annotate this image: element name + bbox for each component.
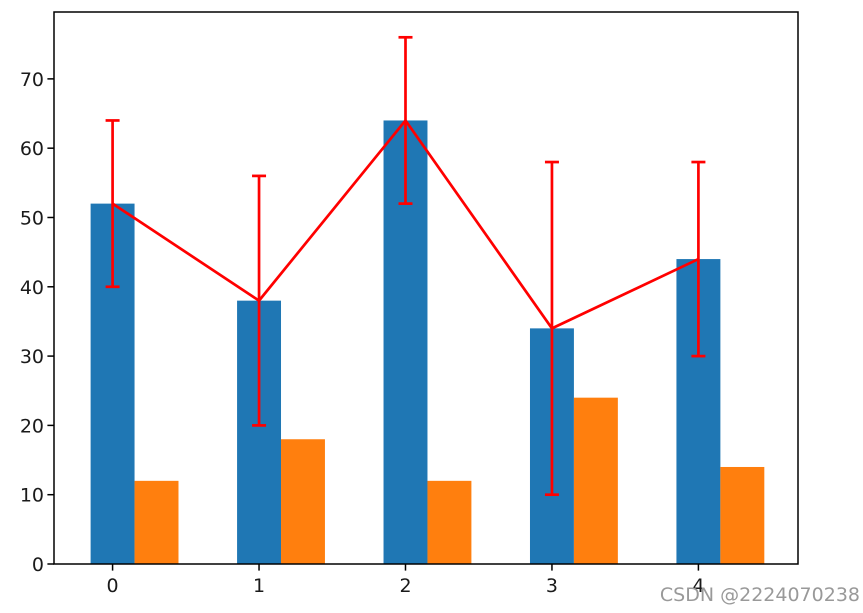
orange-bars-bar-0 — [134, 480, 179, 564]
x-tick-label-0: 0 — [107, 575, 119, 597]
x-tick-label-3: 3 — [546, 575, 558, 597]
y-tick-label-3: 30 — [20, 346, 44, 368]
y-tick-label-1: 10 — [20, 485, 44, 507]
axes-spines — [53, 11, 799, 565]
y-tick-label-4: 40 — [20, 277, 44, 299]
x-tick-label-4: 4 — [692, 575, 704, 597]
orange-bars-bar-3 — [573, 397, 618, 564]
orange-bars-bar-1 — [281, 439, 325, 564]
red-errorbar-line — [111, 118, 699, 331]
x-tick-label-2: 2 — [399, 575, 411, 597]
y-tick-label-2: 20 — [20, 415, 44, 437]
y-tick-label-5: 50 — [20, 207, 44, 229]
orange-bars-bar-2 — [427, 480, 472, 564]
y-tick-label-0: 0 — [32, 554, 44, 576]
x-tick-label-1: 1 — [253, 575, 265, 597]
orange-bars-bar-4 — [720, 466, 765, 564]
y-tick-label-6: 60 — [20, 138, 44, 160]
y-tick-label-7: 70 — [20, 69, 44, 91]
